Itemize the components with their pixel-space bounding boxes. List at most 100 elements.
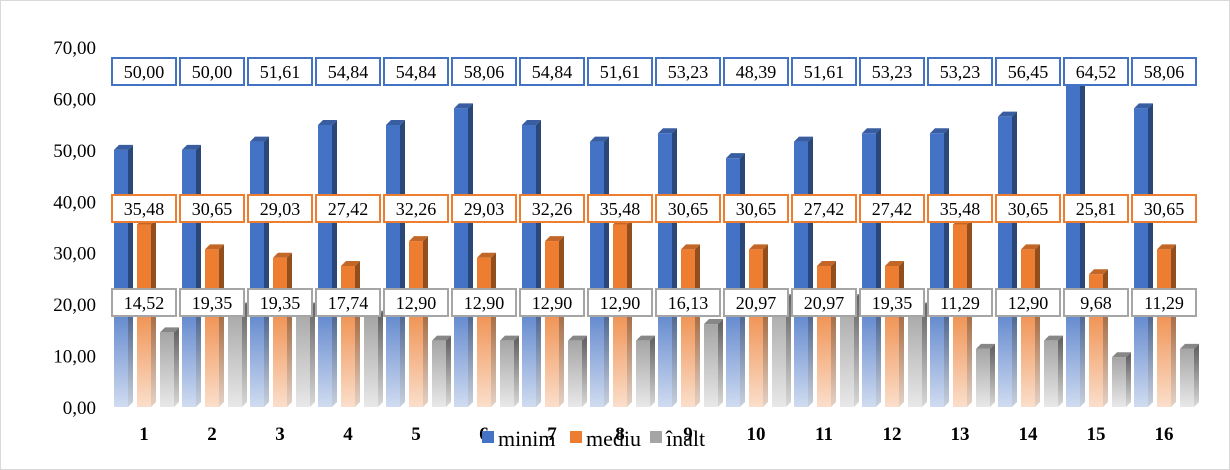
- x-tick-label: 13: [951, 424, 970, 445]
- data-label-box: [723, 194, 789, 223]
- bar-fade: [1112, 357, 1131, 407]
- y-tick-label: 70,00: [53, 38, 96, 59]
- data-label-text: 53,23: [940, 62, 981, 82]
- data-label-text: 19,35: [872, 293, 913, 313]
- data-label-box: [519, 194, 585, 223]
- bar-top: [454, 103, 473, 109]
- data-label-box: [111, 57, 177, 86]
- bar-fade: [840, 299, 859, 407]
- bar-fade: [636, 340, 655, 407]
- data-label-mediu-6: 29,03: [451, 194, 517, 223]
- y-axis: 0,00 10,00 20,00 30,00 40,00 50,00 60,00 70,00: [53, 38, 96, 419]
- data-label-text: 9,68: [1080, 293, 1112, 313]
- data-label-text: 29,03: [260, 199, 301, 219]
- bar-top: [545, 236, 564, 242]
- bar-top: [318, 119, 337, 125]
- data-label-minim-2: 50,00: [179, 57, 245, 86]
- bar-mediu-6: [477, 252, 496, 407]
- data-label-box: [1063, 57, 1129, 86]
- bar-top: [522, 119, 541, 125]
- data-label-text: 58,06: [464, 62, 505, 82]
- data-label-text: 19,35: [192, 293, 233, 313]
- data-label-minim-13: 53,23: [927, 57, 993, 86]
- data-label-text: 16,13: [668, 293, 709, 313]
- bar-inalt-6: [500, 335, 519, 407]
- data-label-minim-1: 50,00: [111, 57, 177, 86]
- y-tick-label: 50,00: [53, 141, 96, 162]
- data-label-box: [655, 57, 721, 86]
- data-label-inalt-2: 19,35: [179, 288, 245, 317]
- bar-top: [409, 236, 428, 242]
- data-label-box: [995, 57, 1061, 86]
- bar-mediu-14: [1021, 244, 1040, 407]
- data-label-text: 51,61: [804, 62, 845, 82]
- data-label-text: 30,65: [668, 199, 709, 219]
- data-label-box: [1131, 194, 1197, 223]
- data-label-box: [995, 194, 1061, 223]
- data-label-text: 14,52: [124, 293, 165, 313]
- data-label-box: [859, 57, 925, 86]
- bar-top: [1180, 343, 1199, 349]
- bar-minim-5: [386, 119, 405, 408]
- data-label-text: 25,81: [1076, 199, 1117, 219]
- bar-inalt-16: [1180, 343, 1199, 407]
- data-label-box: [927, 288, 993, 317]
- bar-top: [794, 136, 813, 142]
- data-label-box: [247, 194, 313, 223]
- data-label-box: [519, 288, 585, 317]
- data-label-text: 19,35: [260, 293, 301, 313]
- data-label-minim-14: 56,45: [995, 57, 1061, 86]
- x-tick-label: 15: [1087, 424, 1106, 445]
- bar-top: [726, 153, 745, 159]
- bar-top: [182, 144, 201, 150]
- data-label-text: 27,42: [872, 199, 913, 219]
- data-label-box: [791, 194, 857, 223]
- data-label-minim-5: 54,84: [383, 57, 449, 86]
- bar-fade: [1180, 348, 1199, 407]
- bar-inalt-3: [296, 302, 315, 407]
- data-label-box: [519, 57, 585, 86]
- data-label-mediu-13: 35,48: [927, 194, 993, 223]
- data-label-text: 64,52: [1076, 62, 1117, 82]
- bar-fade: [772, 299, 791, 407]
- bar-top: [1044, 335, 1063, 341]
- data-label-inalt-7: 12,90: [519, 288, 585, 317]
- bar-mediu-9: [681, 244, 700, 407]
- bar-mediu-4: [341, 260, 360, 407]
- data-label-box: [859, 288, 925, 317]
- bar-fade: [976, 348, 995, 407]
- legend-label: mediu: [586, 426, 641, 451]
- bar-top: [1021, 244, 1040, 250]
- data-label-text: 30,65: [736, 199, 777, 219]
- bar-top: [590, 136, 609, 142]
- data-label-box: [1131, 57, 1197, 86]
- bar-minim-2: [182, 144, 201, 407]
- data-label-mediu-7: 32,26: [519, 194, 585, 223]
- bar-inalt-1: [160, 327, 179, 407]
- data-label-text: 30,65: [1144, 199, 1185, 219]
- legend-label: minim: [498, 426, 555, 451]
- bar-minim-7: [522, 119, 541, 408]
- data-label-minim-4: 54,84: [315, 57, 381, 86]
- data-label-box: [383, 57, 449, 86]
- bar-top: [681, 244, 700, 250]
- data-label-minim-11: 51,61: [791, 57, 857, 86]
- bar-top: [1112, 352, 1131, 358]
- bar-top: [862, 128, 881, 134]
- data-label-box: [927, 194, 993, 223]
- data-label-text: 54,84: [532, 62, 573, 82]
- data-label-box: [927, 57, 993, 86]
- data-label-text: 12,90: [1008, 293, 1049, 313]
- y-tick-label: 60,00: [53, 89, 96, 110]
- data-label-box: [111, 288, 177, 317]
- x-tick-label: 4: [343, 424, 353, 445]
- data-label-text: 11,29: [1144, 293, 1184, 313]
- bar-top: [817, 260, 836, 266]
- bar-minim-9: [658, 128, 677, 407]
- x-tick-label: 3: [275, 424, 285, 445]
- bar-inalt-13: [976, 343, 995, 407]
- data-label-text: 53,23: [872, 62, 913, 82]
- bar-top: [273, 252, 292, 258]
- x-tick-label: 5: [411, 424, 421, 445]
